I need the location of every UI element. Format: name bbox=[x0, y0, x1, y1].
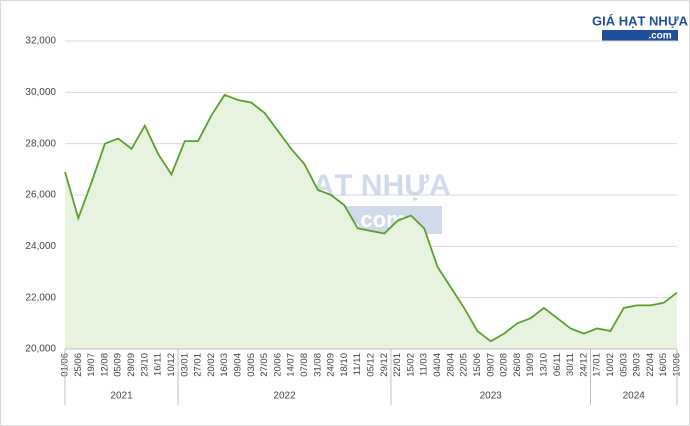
x-tick-label: 29/12 bbox=[379, 353, 390, 377]
x-tick-label: 03/05 bbox=[246, 353, 257, 377]
x-tick-label: 31/08 bbox=[312, 353, 323, 377]
x-tick-label: 16/11 bbox=[153, 353, 164, 376]
x-tick-label: 07/08 bbox=[299, 353, 310, 377]
x-tick-label: 14/07 bbox=[286, 353, 297, 377]
x-tick-label: 03/01 bbox=[179, 353, 190, 377]
x-tick-label: 29/09 bbox=[126, 353, 137, 377]
x-tick-label: 05/09 bbox=[113, 353, 124, 377]
x-tick-label: 02/08 bbox=[499, 353, 510, 377]
x-tick-label: 22/04 bbox=[645, 353, 656, 377]
x-tick-label: 13/10 bbox=[538, 353, 549, 377]
x-tick-label: 15/06 bbox=[472, 353, 483, 377]
x-tick-label: 17/01 bbox=[592, 353, 603, 377]
x-tick-label: 22/05 bbox=[459, 353, 470, 377]
y-tick-label: 32,000 bbox=[25, 36, 56, 47]
logo-domain: .com bbox=[648, 31, 671, 42]
x-group-label: 2022 bbox=[273, 391, 296, 402]
x-tick-label: 27/01 bbox=[193, 353, 204, 377]
x-tick-label: 20/06 bbox=[272, 353, 283, 377]
x-tick-label: 11/03 bbox=[419, 353, 430, 376]
x-tick-label: 23/10 bbox=[139, 353, 150, 377]
x-tick-label: 06/11 bbox=[552, 353, 563, 376]
y-tick-label: 22,000 bbox=[25, 292, 56, 303]
y-tick-label: 24,000 bbox=[25, 241, 56, 252]
x-tick-label: 15/02 bbox=[405, 353, 416, 377]
x-tick-label: 28/04 bbox=[445, 353, 456, 377]
x-group-label: 2024 bbox=[623, 391, 646, 402]
x-tick-label: 16/05 bbox=[658, 353, 669, 377]
x-tick-label: 16/03 bbox=[219, 353, 230, 377]
x-tick-label: 04/04 bbox=[432, 353, 443, 377]
x-tick-label: 25/06 bbox=[73, 353, 84, 377]
x-tick-label: 11/11 bbox=[352, 353, 363, 375]
x-tick-label: 05/03 bbox=[618, 353, 629, 377]
x-tick-label: 12/08 bbox=[99, 353, 110, 377]
x-tick-label: 18/10 bbox=[339, 353, 350, 377]
x-tick-label: 24/09 bbox=[326, 353, 337, 377]
x-tick-label: 27/05 bbox=[259, 353, 270, 377]
y-tick-label: 20,000 bbox=[25, 344, 56, 355]
x-tick-label: 30/11 bbox=[565, 353, 576, 376]
area-fill bbox=[65, 94, 677, 350]
x-tick-label: 22/01 bbox=[392, 353, 403, 377]
x-tick-label: 05/12 bbox=[366, 353, 377, 377]
x-tick-label: 09/07 bbox=[485, 353, 496, 377]
x-tick-label: 29/03 bbox=[632, 353, 643, 377]
y-tick-label: 30,000 bbox=[25, 87, 56, 98]
x-group-label: 2023 bbox=[480, 391, 503, 402]
x-tick-label: 19/07 bbox=[86, 353, 97, 377]
x-tick-label: 10/02 bbox=[605, 353, 616, 377]
x-tick-label: 20/02 bbox=[206, 353, 217, 377]
x-tick-label: 26/08 bbox=[512, 353, 523, 377]
x-tick-label: 10/12 bbox=[166, 353, 177, 377]
line bbox=[64, 93, 678, 343]
x-group-label: 2021 bbox=[110, 391, 133, 402]
y-tick-label: 28,000 bbox=[25, 138, 56, 149]
logo-name: GIÁ HẠT NHỰA bbox=[592, 13, 689, 28]
x-tick-label: 24/12 bbox=[578, 353, 589, 377]
x-tick-label: 09/04 bbox=[232, 353, 243, 377]
logo-band bbox=[602, 30, 678, 41]
y-tick-label: 26,000 bbox=[25, 190, 56, 201]
x-tick-label: 19/09 bbox=[525, 353, 536, 377]
